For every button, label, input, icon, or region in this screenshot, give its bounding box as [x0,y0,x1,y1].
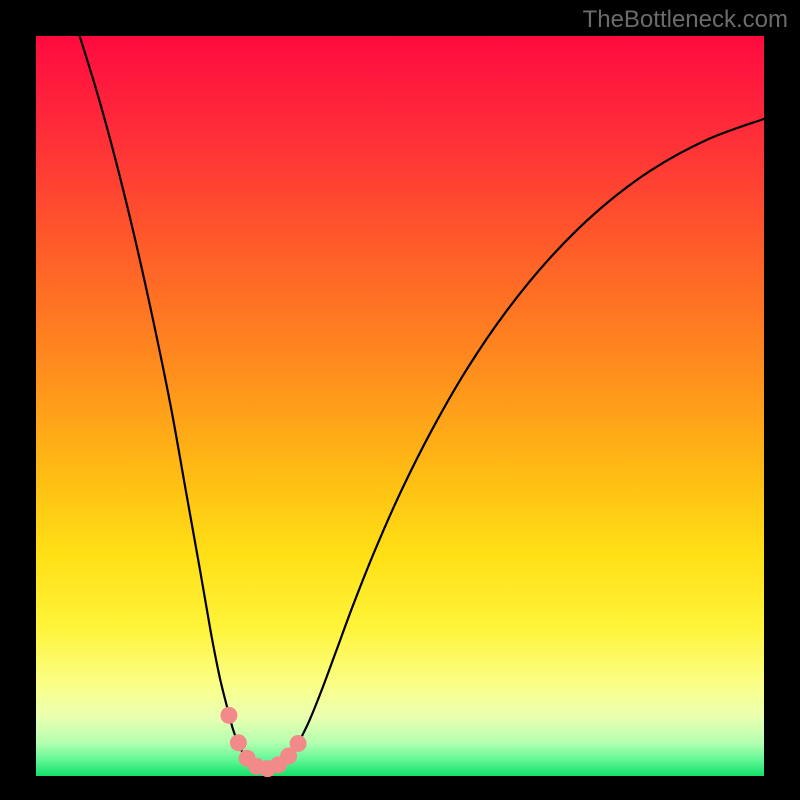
plot-background [36,36,764,776]
curve-marker [230,734,247,751]
curve-marker [290,735,307,752]
curve-marker [220,707,237,724]
chart-svg [0,0,800,800]
watermark-text: TheBottleneck.com [583,6,788,34]
